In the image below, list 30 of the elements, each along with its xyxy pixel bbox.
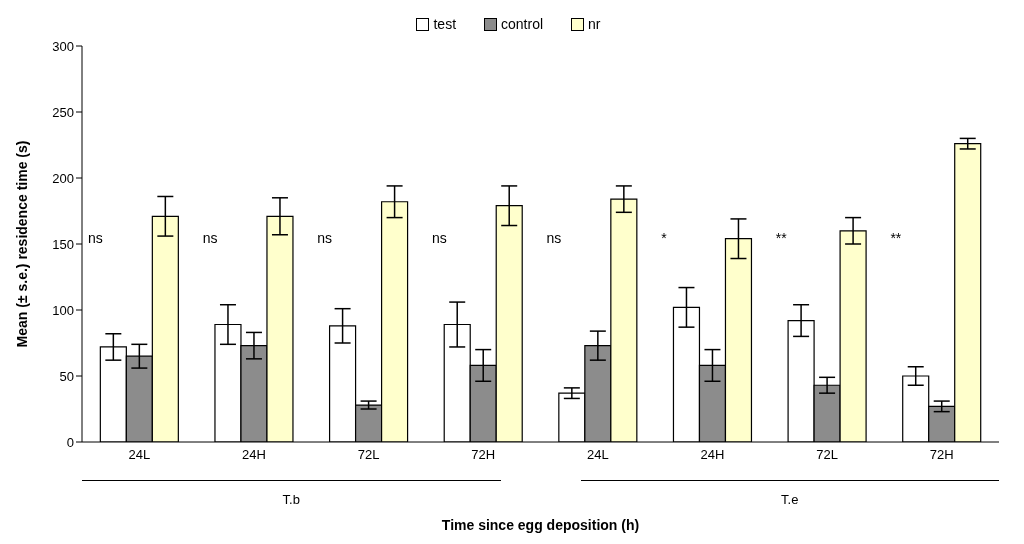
x-tick-label: 72H [471, 447, 496, 463]
text: T.e [780, 492, 800, 507]
y-tick-label: 250 [52, 104, 74, 120]
annotation: * [661, 230, 667, 246]
annotation: ** [890, 230, 902, 246]
x-tick-label: 72L [816, 447, 838, 463]
annotation: ** [775, 230, 787, 246]
annotation: ns [546, 230, 562, 246]
x-tick-label: 72L [357, 447, 380, 463]
legend-label: nr [588, 16, 601, 32]
y-axis-title: Mean (± s.e.) residence time (s) [13, 140, 30, 348]
y-tick-label: 50 [59, 368, 74, 384]
annotation: ns [317, 230, 333, 246]
annotation: ns [202, 230, 218, 246]
x-axis-title: Time since egg deposition (h) [441, 517, 640, 533]
y-tick-label: 200 [52, 170, 74, 186]
x-tick-label: 24L [586, 447, 609, 463]
y-tick-label: 150 [52, 236, 74, 252]
text: T.b [281, 492, 301, 507]
y-tick-label: 300 [52, 38, 74, 54]
legend-label: test [433, 16, 457, 32]
y-tick-label: 100 [52, 302, 74, 318]
x-tick-label: 24H [700, 447, 725, 463]
y-tick-label: 0 [66, 434, 74, 450]
annotation: ns [88, 230, 103, 246]
annotation: ns [431, 230, 447, 246]
x-tick-label: 24H [242, 447, 266, 463]
legend-label: control [501, 16, 544, 32]
x-tick-label: 72H [929, 447, 954, 463]
x-tick-label: 24L [128, 447, 151, 463]
